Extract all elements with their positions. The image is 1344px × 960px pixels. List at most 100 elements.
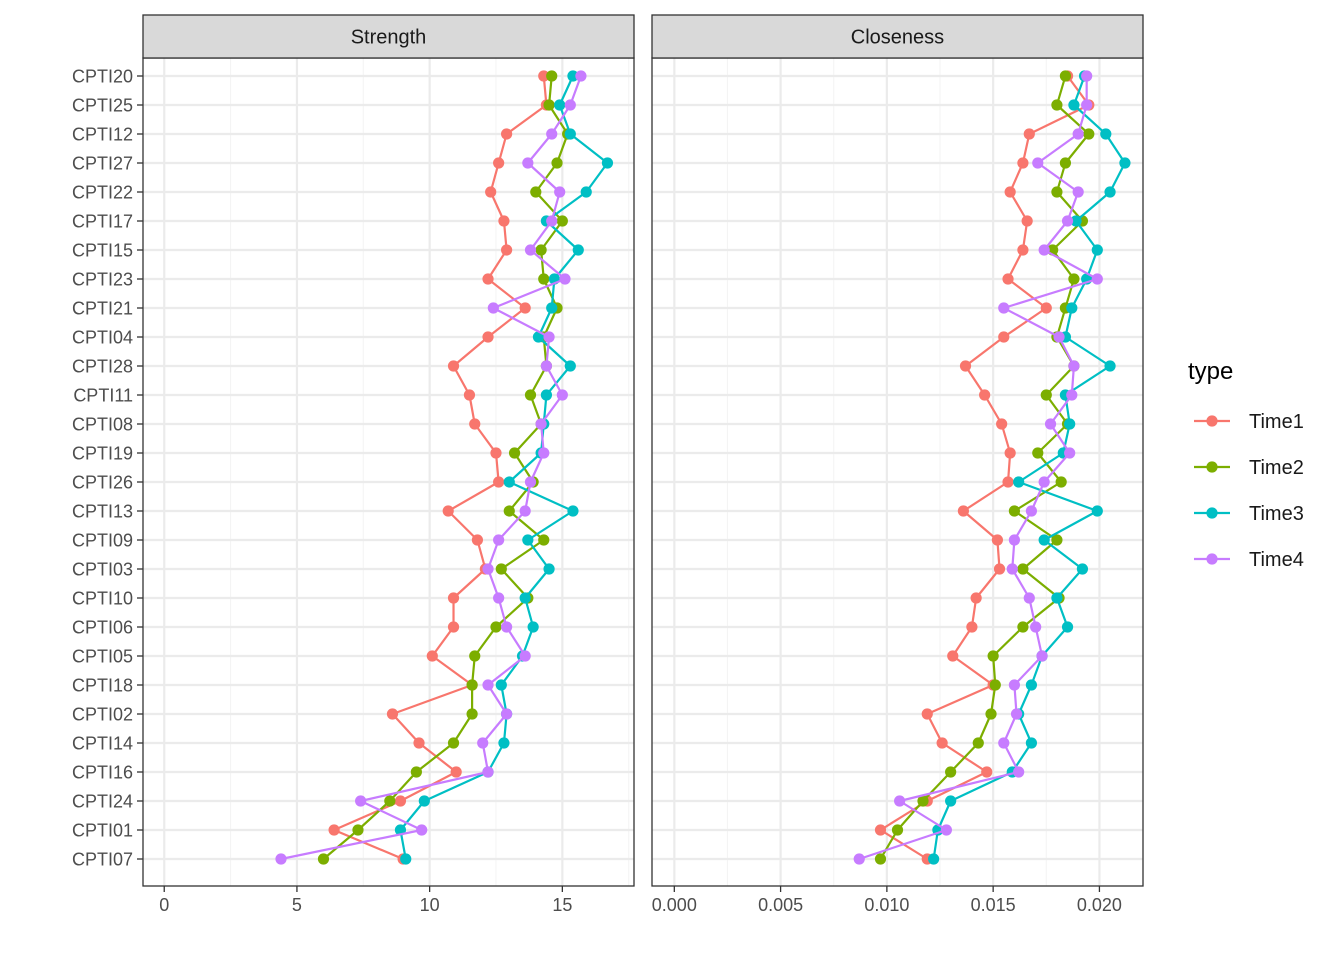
data-point (891, 824, 904, 836)
data-point (1064, 447, 1076, 459)
data-point (564, 99, 576, 111)
y-tick-label: CPTI27 (72, 154, 133, 174)
panel-background (143, 58, 634, 886)
data-point (543, 563, 555, 575)
data-point (540, 360, 553, 372)
data-point (538, 273, 550, 285)
y-tick-label: CPTI01 (72, 821, 133, 841)
data-point (1064, 418, 1076, 430)
y-tick-label: CPTI07 (72, 850, 133, 870)
data-point (564, 360, 576, 372)
data-point (1036, 650, 1048, 662)
data-point (442, 505, 454, 517)
data-point (493, 157, 505, 169)
data-point (972, 737, 984, 749)
data-point (466, 679, 478, 691)
data-point (493, 592, 505, 604)
series-time4 (853, 70, 1103, 865)
data-point (1081, 70, 1093, 82)
data-point (1059, 157, 1072, 169)
data-point (1055, 476, 1067, 488)
data-point (1076, 563, 1089, 575)
data-point (1008, 505, 1021, 517)
legend-label: Time2 (1249, 457, 1304, 479)
data-point (538, 70, 550, 82)
data-point (1002, 273, 1014, 285)
x-tick-label: 0.015 (971, 895, 1016, 915)
data-point (1104, 186, 1116, 198)
data-point (917, 795, 929, 807)
data-point (989, 679, 1001, 691)
data-point (1119, 157, 1131, 169)
data-point (1023, 128, 1035, 140)
data-point (450, 766, 462, 778)
data-point (490, 447, 502, 459)
data-point (482, 679, 494, 691)
y-tick-label: CPTI23 (72, 270, 133, 290)
data-point (1021, 215, 1033, 227)
data-point (1059, 70, 1072, 82)
data-point (1004, 447, 1016, 459)
data-point (554, 186, 566, 198)
data-point (985, 708, 997, 720)
series-line-time4 (280, 75, 582, 861)
data-point (572, 244, 584, 256)
data-point (957, 505, 969, 517)
data-point (996, 418, 1008, 430)
data-point (469, 418, 481, 430)
data-point (991, 534, 1004, 546)
data-point (970, 592, 982, 604)
x-tick-label: 0.000 (652, 895, 697, 915)
data-point (936, 737, 948, 749)
data-point (386, 708, 399, 720)
x-tick-label: 0.010 (864, 895, 909, 915)
data-point (352, 824, 364, 836)
data-point (1068, 273, 1080, 285)
legend-item-time3: Time3 (1194, 503, 1304, 525)
data-point (1061, 621, 1074, 633)
y-tick-label: CPTI15 (72, 241, 133, 261)
data-point (501, 708, 513, 720)
data-point (874, 853, 887, 865)
data-point (1100, 128, 1112, 140)
data-point (894, 795, 906, 807)
y-tick-label: CPTI05 (72, 647, 133, 667)
data-point (546, 128, 558, 140)
data-point (966, 621, 978, 633)
data-point (979, 389, 991, 401)
x-tick-label: 5 (292, 895, 302, 915)
y-tick-label: CPTI13 (72, 502, 133, 522)
data-point (527, 621, 539, 633)
data-point (540, 389, 553, 401)
data-point (1008, 679, 1021, 691)
data-point (524, 244, 537, 256)
data-point (1025, 737, 1038, 749)
data-point (519, 302, 531, 314)
data-point (998, 331, 1010, 343)
data-point (355, 795, 367, 807)
data-point (490, 621, 502, 633)
legend-item-time2: Time2 (1194, 457, 1304, 479)
data-point (921, 708, 933, 720)
data-point (551, 157, 563, 169)
chart-panels: Strength 0 5 10 15 CPTI20 CPTI25 CPTI12 CPTI27 CP… (72, 14, 1144, 915)
data-point (522, 157, 534, 169)
data-point (503, 505, 515, 517)
data-point (575, 70, 587, 82)
y-tick-label: CPTI06 (72, 618, 133, 638)
series-time4 (275, 70, 587, 865)
y-tick-label: CPTI08 (72, 415, 133, 435)
data-point (519, 592, 531, 604)
data-point (493, 534, 505, 546)
data-point (1051, 186, 1063, 198)
data-point (546, 215, 558, 227)
x-tick-label: 0 (159, 895, 169, 915)
data-point (394, 795, 407, 807)
data-point (874, 824, 887, 836)
series-line-time4 (858, 76, 1099, 861)
data-point (410, 766, 422, 778)
data-point (1017, 244, 1029, 256)
legend-key-point (1206, 507, 1218, 519)
data-point (1032, 447, 1044, 459)
series-line-time1 (332, 75, 548, 861)
